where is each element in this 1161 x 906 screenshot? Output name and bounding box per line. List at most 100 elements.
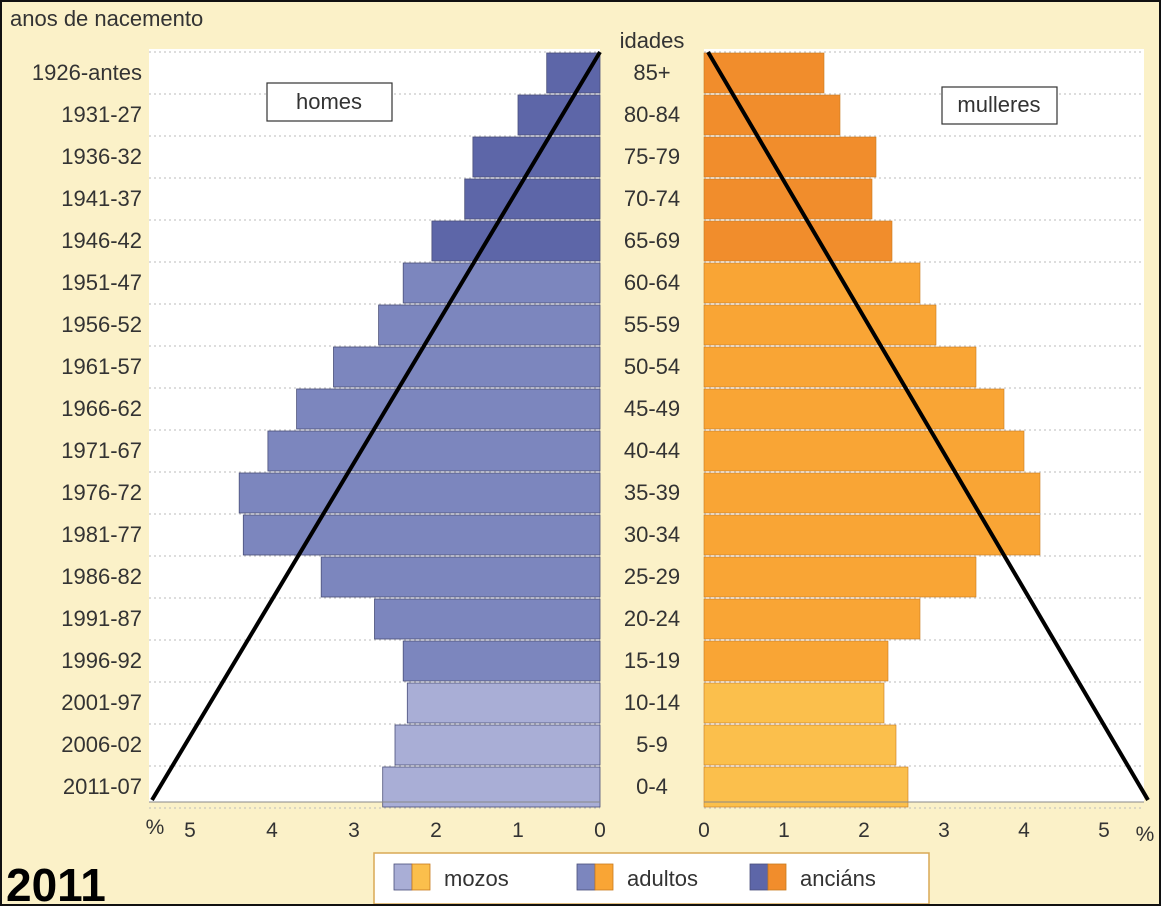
- legend-swatch-women: [411, 863, 431, 891]
- birth-year-label: 1991-87: [61, 606, 142, 631]
- age-group-label: 40-44: [624, 438, 680, 463]
- men-bar: [402, 640, 601, 682]
- women-bar: [703, 136, 877, 178]
- women-panel-label-box: [941, 86, 1058, 125]
- age-group-label: 25-29: [624, 564, 680, 589]
- birth-year-label: 2006-02: [61, 732, 142, 757]
- age-group-label: 5-9: [636, 732, 668, 757]
- women-x-tick-label: 0: [698, 819, 710, 842]
- ages-header: idades: [620, 28, 685, 53]
- age-group-label: 70-74: [624, 186, 680, 211]
- men-bar: [320, 556, 601, 598]
- age-group-label: 85+: [633, 60, 670, 85]
- legend-label: anciáns: [800, 866, 876, 891]
- men-bar: [517, 94, 601, 136]
- men-x-tick-label: 5: [184, 819, 196, 842]
- legend-swatch-women: [767, 863, 787, 891]
- women-bar: [703, 682, 885, 724]
- women-bar: [703, 346, 977, 388]
- women-bar: [703, 388, 1005, 430]
- women-bar: [703, 514, 1041, 556]
- men-bar: [431, 220, 601, 262]
- age-group-label: 35-39: [624, 480, 680, 505]
- birth-year-label: 1936-32: [61, 144, 142, 169]
- legend-swatch-men: [749, 863, 769, 891]
- legend-swatch-women: [594, 863, 614, 891]
- men-bar: [267, 430, 601, 472]
- men-x-tick-label: 4: [266, 819, 278, 842]
- men-x-tick-label: 0: [594, 819, 606, 842]
- year-label: 2011: [6, 859, 106, 904]
- birth-year-label: 1931-27: [61, 102, 142, 127]
- women-x-tick-label: 4: [1018, 819, 1030, 842]
- men-bar: [238, 472, 601, 514]
- men-bar: [382, 766, 601, 808]
- age-group-label: 20-24: [624, 606, 680, 631]
- age-group-label: 30-34: [624, 522, 680, 547]
- men-bar: [333, 346, 601, 388]
- men-bar: [242, 514, 601, 556]
- women-bar: [703, 724, 897, 766]
- men-bar: [374, 598, 601, 640]
- age-group-label: 15-19: [624, 648, 680, 673]
- age-group-label: 50-54: [624, 354, 680, 379]
- men-bar: [402, 262, 601, 304]
- legend-label: adultos: [627, 866, 698, 891]
- women-bar: [703, 220, 893, 262]
- birth-year-label: 1966-62: [61, 396, 142, 421]
- men-panel-label-box: [266, 82, 393, 122]
- legend-swatch-men: [393, 863, 413, 891]
- men-x-unit-label: %: [146, 816, 165, 839]
- men-panel-label: homes: [296, 89, 362, 114]
- women-bar: [703, 556, 977, 598]
- birth-year-label: 1971-67: [61, 438, 142, 463]
- birth-years-header: anos de nacemento: [10, 6, 203, 31]
- women-x-tick-label: 3: [938, 819, 950, 842]
- birth-year-label: 1956-52: [61, 312, 142, 337]
- legend-box: [373, 852, 930, 904]
- women-bar: [703, 52, 825, 94]
- birth-year-label: 1926-antes: [32, 60, 142, 85]
- legend-swatch-men: [576, 863, 596, 891]
- women-x-tick-label: 5: [1098, 819, 1110, 842]
- birth-year-label: 1961-57: [61, 354, 142, 379]
- age-group-label: 65-69: [624, 228, 680, 253]
- women-bar: [703, 304, 937, 346]
- women-panel-label: mulleres: [957, 92, 1040, 117]
- birth-year-label: 2011-07: [63, 774, 142, 799]
- men-x-tick-label: 3: [348, 819, 360, 842]
- age-group-label: 55-59: [624, 312, 680, 337]
- age-group-label: 60-64: [624, 270, 680, 295]
- women-bar: [703, 472, 1041, 514]
- birth-year-label: 1946-42: [61, 228, 142, 253]
- women-bar: [703, 766, 909, 808]
- birth-year-label: 1981-77: [61, 522, 142, 547]
- men-bar: [464, 178, 601, 220]
- birth-year-label: 1941-37: [61, 186, 142, 211]
- birth-year-label: 1976-72: [61, 480, 142, 505]
- women-bar: [703, 262, 921, 304]
- men-bar: [296, 388, 601, 430]
- birth-year-label: 1951-47: [61, 270, 142, 295]
- men-x-tick-label: 1: [512, 819, 524, 842]
- age-group-label: 80-84: [624, 102, 680, 127]
- men-bar: [406, 682, 601, 724]
- birth-year-label: 1986-82: [61, 564, 142, 589]
- women-x-tick-label: 1: [778, 819, 790, 842]
- men-bar: [378, 304, 601, 346]
- legend-label: mozos: [444, 866, 509, 891]
- women-bar: [703, 598, 921, 640]
- age-group-label: 45-49: [624, 396, 680, 421]
- women-bar: [703, 430, 1025, 472]
- birth-year-label: 1996-92: [61, 648, 142, 673]
- men-x-tick-label: 2: [430, 819, 442, 842]
- age-group-label: 75-79: [624, 144, 680, 169]
- women-x-tick-label: 2: [858, 819, 870, 842]
- age-group-label: 0-4: [636, 774, 668, 799]
- men-trend-line: [150, 50, 602, 802]
- women-bar: [703, 640, 889, 682]
- age-group-label: 10-14: [624, 690, 680, 715]
- men-bar: [546, 52, 601, 94]
